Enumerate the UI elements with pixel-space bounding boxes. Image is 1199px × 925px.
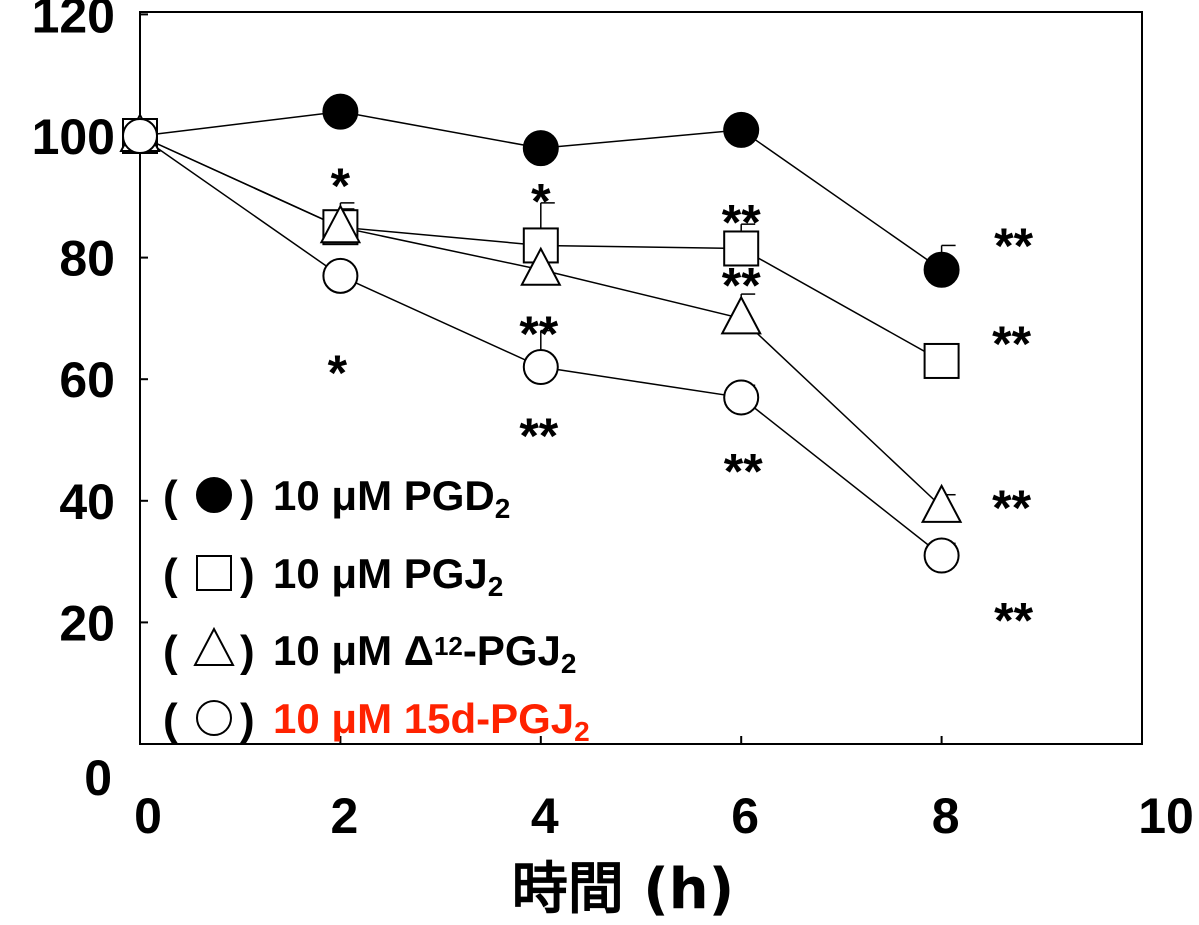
x-axis-label: 時間 (h) [512, 857, 735, 922]
significance-marks: *** * ***************** [328, 158, 1034, 648]
legend-paren-close: ) [240, 695, 255, 744]
marker-open-circle [322, 257, 359, 294]
legend-paren-open: ( [163, 695, 178, 744]
significance-mark: ** [994, 593, 1033, 649]
significance-mark: ** [722, 257, 761, 313]
y-tick-label: 40 [59, 474, 115, 530]
legend-label: 10 μM 15d-PGJ2 [273, 695, 590, 747]
legend-label-part: 10 μM PGD [273, 472, 495, 519]
y-tick-label: 60 [59, 352, 115, 408]
y-tick-label: 100 [32, 109, 115, 165]
marker-open-triangle [720, 295, 762, 335]
marker-open-circle [923, 537, 960, 574]
legend-paren-open: ( [163, 550, 178, 599]
marker-open-triangle [920, 483, 963, 523]
y-tick-label: 20 [59, 595, 115, 651]
marker-filled-circle [522, 130, 559, 167]
x-tick-label: 4 [531, 788, 559, 844]
marker-open-circle [196, 700, 232, 736]
marker-open-square [723, 230, 760, 267]
significance-mark: * [328, 345, 348, 401]
significance-mark: ** [722, 194, 761, 250]
x-axis-ticks: 0 2 4 6 8 10 [134, 736, 1194, 844]
marker-filled-circle [322, 93, 359, 130]
marker-open-circle [723, 379, 760, 416]
legend: () 10 μM PGD2() 10 μM PGJ2() 10 μM Δ12-PGJ2… [163, 472, 590, 747]
legend-label-part: -PGJ [463, 627, 561, 674]
x-tick-label: 2 [330, 788, 358, 844]
legend-paren-close: ) [240, 550, 255, 599]
y-axis-ticks: 0 20 40 60 80 100 120 [32, 0, 148, 806]
significance-mark: ** [519, 306, 558, 362]
marker-open-triangle [319, 204, 362, 244]
legend-label: 10 μM PGD2 [273, 472, 510, 524]
significance-mark: ** [724, 443, 763, 499]
significance-mark: * [331, 158, 351, 214]
marker-open-circle [122, 118, 158, 154]
significance-mark: ** [992, 316, 1031, 372]
legend-label-part: 2 [488, 571, 504, 602]
legend-label: 10 μM PGJ2 [273, 550, 503, 602]
legend-label-part: 10 μM Δ [273, 627, 434, 674]
plot-frame [139, 11, 1143, 745]
x-tick-label: 10 [1138, 788, 1194, 844]
marker-open-triangle [520, 246, 562, 286]
marker-open-circle [522, 349, 559, 386]
legend-paren-close: ) [240, 627, 255, 676]
data-markers [119, 93, 963, 574]
legend-label-part: 2 [574, 716, 590, 747]
legend-label-part: 10 μM PGJ [273, 550, 488, 597]
legend-paren-open: ( [163, 472, 178, 521]
legend-label: 10 μM Δ12-PGJ2 [273, 627, 576, 679]
marker-filled-circle [723, 111, 760, 148]
marker-open-square [923, 342, 960, 379]
significance-mark: * [531, 173, 551, 229]
x-tick-label: 6 [731, 788, 759, 844]
significance-mark: ** [992, 480, 1031, 536]
legend-paren-close: ) [240, 472, 255, 521]
y-tick-label: 0 [84, 750, 112, 806]
legend-label-part: 12 [434, 631, 463, 661]
x-tick-label: 0 [134, 788, 162, 844]
x-tick-label: 8 [932, 788, 960, 844]
marker-filled-circle [196, 477, 232, 513]
y-tick-label: 80 [59, 231, 115, 287]
legend-paren-open: ( [163, 627, 178, 676]
marker-filled-circle [923, 251, 960, 288]
significance-mark: ** [994, 218, 1033, 274]
y-tick-label: 120 [32, 0, 115, 43]
marker-open-triangle [193, 626, 235, 666]
legend-label-part: 10 μM 15d-PGJ [273, 695, 574, 742]
legend-label-part: 2 [495, 493, 511, 524]
legend-label-part: 2 [561, 648, 577, 679]
significance-mark: ** [519, 408, 558, 464]
marker-open-square [196, 555, 232, 591]
